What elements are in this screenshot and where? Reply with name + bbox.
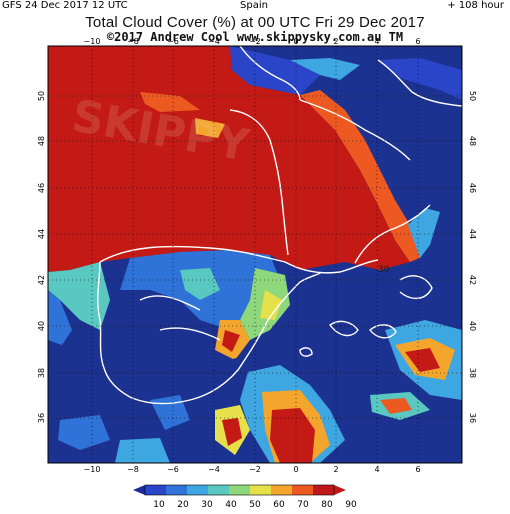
- colorbar-label: 10: [153, 500, 165, 510]
- colorbar-swatch: [145, 485, 166, 495]
- forecast-hour: + 108 hour: [447, 0, 504, 11]
- colorbar-label: 60: [273, 500, 285, 510]
- colorbar-swatch: [208, 485, 229, 495]
- lat-tick: 46: [37, 183, 46, 193]
- colorbar-swatch: [313, 485, 334, 495]
- colorbar-arrow-left: [133, 485, 145, 495]
- colorbar-label: 70: [297, 500, 309, 510]
- lon-tick: −6: [167, 465, 179, 474]
- lat-tick: 44: [37, 229, 46, 239]
- lon-tick: 4: [374, 37, 379, 46]
- colorbar-arrow-right: [334, 485, 346, 495]
- lat-tick: 38: [468, 368, 477, 378]
- lon-tick: −4: [208, 37, 220, 46]
- lat-tick: 42: [468, 275, 477, 285]
- lon-ticks-bottom: −10 −8 −6 −4 −2 0 2 4 6: [84, 465, 421, 474]
- lon-tick: −6: [167, 37, 179, 46]
- lon-tick: 0: [293, 37, 298, 46]
- lon-tick: 6: [415, 465, 420, 474]
- colorbar-swatch: [229, 485, 250, 495]
- colorbar-swatch: [187, 485, 208, 495]
- lat-ticks-left: 36 38 40 42 44 46 48 50: [37, 91, 46, 423]
- lat-tick: 50: [468, 91, 477, 101]
- contour-label: 30: [378, 265, 390, 275]
- run-info: GFS 24 Dec 2017 12 UTC: [2, 0, 128, 11]
- lon-ticks-top: −10 −8 −6 −4 −2 0 2 4 6: [84, 37, 421, 46]
- lon-tick: −4: [208, 465, 220, 474]
- lon-tick: −10: [84, 465, 101, 474]
- colorbar-frame: [144, 484, 335, 496]
- colorbar-label: 40: [225, 500, 237, 510]
- lon-tick: 0: [293, 465, 298, 474]
- map-frame: [47, 45, 463, 464]
- lat-tick: 42: [37, 275, 46, 285]
- colorbar-label: 80: [321, 500, 333, 510]
- lon-tick: −8: [127, 465, 139, 474]
- colorbar-label: 30: [201, 500, 213, 510]
- map-title: Total Cloud Cover (%) at 00 UTC Fri 29 D…: [85, 14, 425, 31]
- graticule: [48, 46, 462, 463]
- colorbar: 10 20 30 40 50 60 70 80 90: [133, 484, 357, 510]
- lat-tick: 40: [37, 321, 46, 331]
- lat-tick: 46: [468, 183, 477, 193]
- colorbar-swatch: [292, 485, 313, 495]
- lat-tick: 36: [468, 413, 477, 423]
- lat-tick: 38: [37, 368, 46, 378]
- colorbar-swatch: [250, 485, 271, 495]
- lon-tick: 4: [374, 465, 379, 474]
- lon-tick: 2: [333, 465, 338, 474]
- lat-tick: 36: [37, 413, 46, 423]
- lon-tick: 2: [333, 37, 338, 46]
- colorbar-label: 90: [345, 500, 357, 510]
- colorbar-label: 20: [177, 500, 189, 510]
- lat-tick: 44: [468, 229, 477, 239]
- lon-tick: 6: [415, 37, 420, 46]
- region-name: Spain: [240, 0, 268, 11]
- lon-tick: −8: [127, 37, 139, 46]
- colorbar-swatch: [271, 485, 292, 495]
- colorbar-swatch: [166, 485, 187, 495]
- lat-tick: 48: [468, 136, 477, 146]
- lon-tick: −10: [84, 37, 101, 46]
- lat-tick: 48: [37, 136, 46, 146]
- lat-tick: 40: [468, 321, 477, 331]
- lon-tick: −2: [249, 465, 261, 474]
- lat-tick: 50: [37, 91, 46, 101]
- cloud-field: [48, 46, 462, 463]
- lat-ticks-right: 36 38 40 42 44 46 48 50: [468, 91, 477, 423]
- credit-text: ©2017 Andrew Cool www.skippysky.com.au T…: [106, 30, 404, 44]
- coastlines: [97, 46, 462, 405]
- colorbar-label: 50: [249, 500, 261, 510]
- lon-tick: −2: [249, 37, 261, 46]
